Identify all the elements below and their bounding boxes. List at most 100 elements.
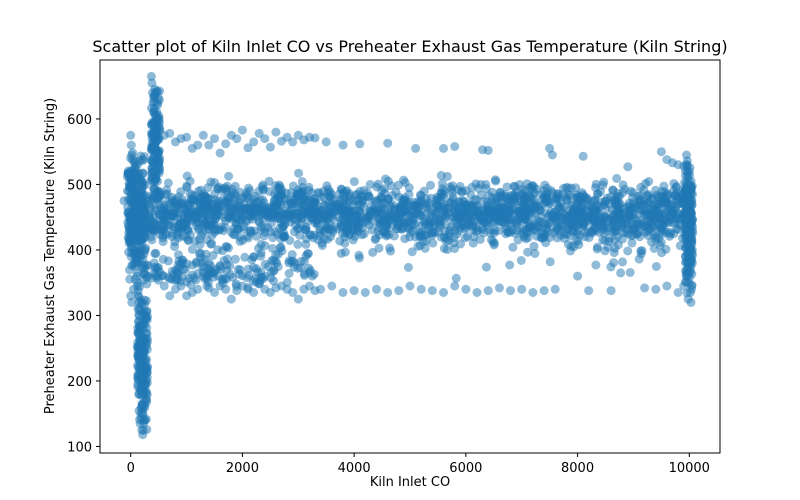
data-point [255, 209, 265, 219]
data-point [686, 229, 696, 239]
data-point [254, 217, 264, 227]
data-point [284, 269, 294, 278]
data-point [294, 168, 304, 178]
data-point [610, 243, 620, 253]
data-point [185, 189, 195, 198]
data-point [618, 180, 628, 190]
data-point [515, 180, 525, 189]
data-point [151, 248, 161, 258]
data-point [221, 284, 231, 294]
data-point [198, 271, 208, 281]
data-point [539, 286, 549, 296]
data-point [244, 183, 254, 193]
data-point [153, 186, 163, 196]
data-point [686, 176, 696, 186]
data-point [338, 195, 348, 205]
data-point [193, 284, 203, 294]
data-point [288, 137, 298, 147]
data-point [160, 228, 170, 238]
data-point [256, 201, 266, 211]
data-point [490, 238, 499, 248]
data-point [273, 213, 283, 223]
data-point [198, 219, 208, 229]
data-point [494, 283, 504, 293]
data-point [640, 283, 650, 293]
data-point [278, 222, 288, 232]
data-point [454, 226, 464, 236]
data-point [682, 265, 692, 275]
data-point [207, 206, 217, 216]
data-point [385, 208, 395, 218]
data-point [460, 233, 470, 243]
data-point [651, 284, 661, 294]
data-point [642, 209, 652, 219]
data-point [170, 242, 180, 252]
data-point [411, 232, 421, 242]
data-point [216, 199, 226, 209]
data-point [138, 415, 148, 425]
data-point [373, 209, 383, 219]
data-point [179, 215, 189, 225]
data-point [271, 127, 281, 137]
data-point [667, 209, 676, 219]
x-tick-label: 6000 [449, 461, 482, 476]
data-point [464, 199, 474, 209]
data-point [314, 188, 324, 198]
data-point [672, 224, 682, 234]
data-point [612, 173, 622, 183]
data-point [182, 171, 192, 181]
data-point [223, 192, 233, 202]
data-point [439, 288, 448, 297]
data-point [438, 178, 447, 188]
data-point [129, 206, 139, 216]
data-point [426, 193, 436, 203]
data-point [138, 155, 148, 165]
data-point [301, 207, 310, 217]
data-point [129, 199, 139, 209]
data-point [129, 284, 138, 294]
data-point [625, 268, 635, 277]
data-point [506, 286, 515, 296]
data-point [371, 233, 381, 243]
data-point [381, 218, 391, 228]
data-point [528, 180, 538, 190]
data-point [399, 223, 409, 233]
data-point [682, 150, 691, 160]
data-point [220, 213, 230, 223]
data-point [623, 212, 633, 222]
data-point [403, 262, 413, 272]
data-point [548, 212, 558, 222]
data-point [627, 238, 637, 248]
data-point [439, 210, 449, 220]
data-point [657, 187, 667, 196]
y-tick-label: 200 [67, 375, 92, 390]
data-point [439, 143, 448, 153]
data-point [127, 150, 137, 160]
data-point [596, 187, 605, 197]
data-point [265, 142, 275, 152]
data-point [685, 219, 695, 229]
data-point [523, 247, 533, 257]
data-point [184, 236, 194, 246]
data-point [297, 177, 307, 187]
data-point [579, 215, 588, 225]
data-point [446, 197, 456, 207]
data-point [552, 223, 562, 233]
data-point [606, 286, 616, 296]
data-point [195, 240, 205, 250]
data-point [230, 254, 240, 264]
data-point [626, 186, 635, 196]
data-point [444, 236, 454, 245]
data-point [275, 182, 285, 192]
data-point [501, 229, 511, 239]
data-point [264, 176, 274, 186]
data-point [148, 88, 157, 98]
data-point [182, 132, 192, 142]
data-point [268, 255, 278, 265]
data-point [354, 194, 364, 204]
data-point [483, 145, 493, 155]
data-point [686, 297, 696, 307]
data-point [331, 205, 340, 215]
data-point [669, 191, 679, 201]
